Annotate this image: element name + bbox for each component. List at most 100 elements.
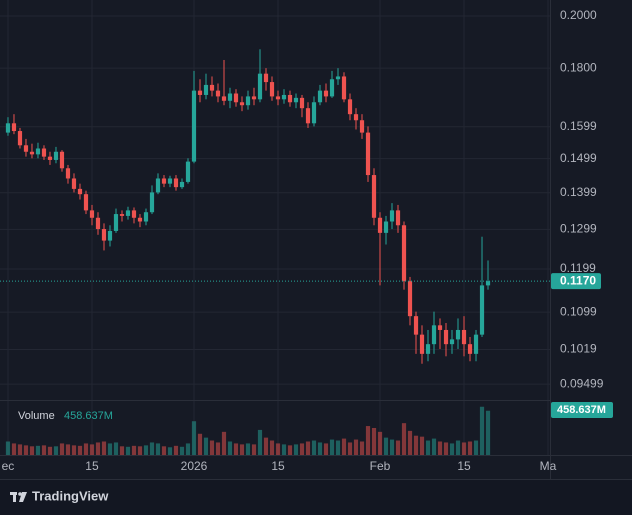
volume-bar bbox=[5, 441, 11, 455]
candle-body bbox=[35, 148, 41, 155]
volume-bar bbox=[479, 406, 485, 455]
volume-bar bbox=[161, 446, 167, 455]
candle-body bbox=[323, 90, 329, 97]
x-tick-label: 2026 bbox=[181, 459, 208, 473]
candle-body bbox=[215, 90, 221, 97]
volume-bar bbox=[203, 437, 209, 455]
candle-body bbox=[119, 214, 125, 216]
volume-bar bbox=[359, 441, 365, 455]
volume-bar bbox=[47, 446, 53, 455]
candle-body bbox=[467, 344, 473, 354]
candle-body bbox=[149, 192, 155, 213]
volume-bar bbox=[221, 431, 227, 455]
volume-bar bbox=[71, 445, 77, 455]
volume-bar bbox=[401, 423, 407, 455]
candle-body bbox=[77, 188, 83, 195]
volume-bar bbox=[263, 437, 269, 455]
candle-body bbox=[221, 96, 227, 101]
volume-bar bbox=[215, 442, 221, 455]
x-tick-label: Ma bbox=[540, 459, 557, 473]
volume-bar bbox=[269, 440, 275, 455]
volume-bar bbox=[455, 440, 461, 455]
volume-bar bbox=[407, 430, 413, 455]
candle-body bbox=[191, 90, 197, 162]
volume-bar bbox=[35, 445, 41, 455]
volume-bar bbox=[335, 440, 341, 455]
x-tick-label: 15 bbox=[457, 459, 471, 473]
volume-bar bbox=[299, 443, 305, 455]
candle-body bbox=[425, 344, 431, 354]
volume-bar bbox=[443, 442, 449, 455]
candle-body bbox=[365, 132, 371, 176]
volume-bar bbox=[449, 443, 455, 455]
volume-bar bbox=[227, 441, 233, 455]
candle-body bbox=[197, 90, 203, 95]
volume-bar bbox=[239, 444, 245, 455]
y-tick-label: 0.1099 bbox=[560, 304, 597, 318]
volume-bar bbox=[287, 445, 293, 455]
candle-body bbox=[179, 181, 185, 188]
candle-body bbox=[11, 123, 17, 132]
volume-bar bbox=[329, 439, 335, 455]
candle-body bbox=[389, 210, 395, 222]
volume-bar bbox=[209, 440, 215, 455]
candle-body bbox=[233, 93, 239, 103]
candle-body bbox=[131, 210, 137, 218]
volume-bar bbox=[185, 443, 191, 455]
y-tick-label: 0.1299 bbox=[560, 222, 597, 236]
candle-body bbox=[245, 96, 251, 106]
candle-body bbox=[17, 131, 23, 146]
candle-body bbox=[101, 229, 107, 241]
candle-body bbox=[455, 329, 461, 340]
y-tick-label: 0.1399 bbox=[560, 185, 597, 199]
x-tick-label: Feb bbox=[370, 459, 391, 473]
candle-body bbox=[83, 194, 89, 211]
volume-bar bbox=[89, 444, 95, 455]
y-tick-label: 0.2000 bbox=[560, 8, 597, 22]
volume-bar bbox=[389, 439, 395, 455]
logo[interactable]: TradingView bbox=[10, 488, 109, 503]
candle-body bbox=[395, 210, 401, 226]
candle-body bbox=[95, 217, 101, 230]
volume-bar bbox=[311, 440, 317, 455]
volume-bar bbox=[23, 445, 29, 455]
y-tick-label: 0.1199 bbox=[560, 261, 596, 275]
candle-body bbox=[329, 79, 335, 97]
candle-body bbox=[59, 151, 65, 169]
volume-bar bbox=[41, 445, 47, 455]
y-tick-label: 0.1499 bbox=[560, 151, 597, 165]
volume-bar bbox=[137, 446, 143, 455]
logo-mark bbox=[19, 492, 27, 502]
brand: TradingView bbox=[32, 488, 109, 503]
candle-body bbox=[113, 214, 119, 231]
candle-body bbox=[293, 97, 299, 103]
candle-body bbox=[431, 325, 437, 345]
volume-bar bbox=[65, 444, 71, 455]
volume-bar bbox=[59, 443, 65, 455]
volume-bar bbox=[257, 429, 263, 455]
candle-body bbox=[371, 175, 377, 218]
volume-bar bbox=[251, 444, 257, 455]
volume-bar bbox=[485, 410, 491, 455]
candle-body bbox=[413, 316, 419, 335]
candle-body bbox=[449, 339, 455, 345]
candle-body bbox=[143, 212, 149, 222]
candle-body bbox=[23, 145, 29, 152]
price-label: 0.1170 bbox=[560, 273, 596, 287]
volume-bar bbox=[131, 445, 137, 455]
y-tick-label: 0.09499 bbox=[560, 376, 604, 390]
candle-body bbox=[353, 114, 359, 121]
volume-bar bbox=[305, 441, 311, 455]
volume-bar bbox=[473, 440, 479, 455]
plot bbox=[0, 0, 550, 455]
volume-bar bbox=[197, 433, 203, 455]
volume-bar bbox=[17, 444, 23, 455]
candle-body bbox=[29, 151, 35, 155]
candle-body bbox=[251, 96, 257, 100]
volume-bar bbox=[233, 443, 239, 455]
volume-bar bbox=[413, 435, 419, 455]
candle-body bbox=[335, 76, 341, 80]
y-tick-label: 0.1800 bbox=[560, 60, 597, 74]
x-tick-label: 15 bbox=[85, 459, 99, 473]
